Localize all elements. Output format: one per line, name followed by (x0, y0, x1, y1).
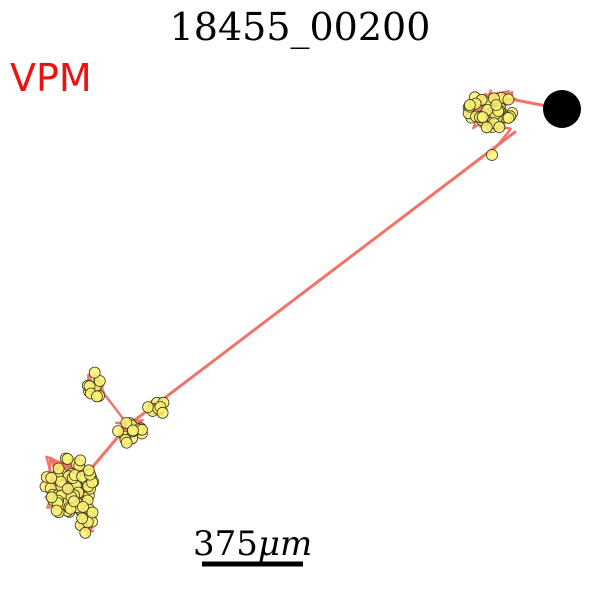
axon-segment (156, 130, 517, 405)
bouton (82, 464, 95, 477)
bouton (476, 111, 489, 123)
bouton (156, 406, 169, 419)
bouton (68, 495, 80, 508)
bouton (74, 454, 87, 467)
bouton (120, 416, 133, 429)
bouton (502, 112, 515, 124)
scale-bar-label: 375μm (193, 524, 312, 564)
bouton (463, 99, 476, 111)
bouton (142, 401, 155, 414)
bouton (45, 472, 58, 484)
bouton (86, 506, 99, 519)
bouton (120, 436, 133, 449)
bouton (62, 482, 74, 495)
bouton (127, 424, 139, 437)
bouton (493, 121, 506, 133)
bouton (486, 149, 498, 161)
bouton (91, 390, 103, 403)
bouton (502, 93, 515, 106)
scale-bar-unit: μm (257, 524, 313, 564)
bouton (88, 366, 101, 379)
axon-tree (42, 89, 564, 537)
bouton (480, 121, 493, 134)
figure-title: 18455_00200 (169, 5, 431, 49)
bouton (45, 491, 58, 504)
axon-segment (490, 128, 512, 154)
bouton (61, 453, 74, 465)
bouton (112, 425, 124, 438)
soma (543, 90, 581, 128)
bouton-cluster (39, 91, 518, 539)
scale-bar-value: 375 (193, 524, 258, 564)
region-label: VPM (10, 56, 92, 100)
bouton (76, 512, 88, 525)
bouton (490, 99, 503, 111)
bouton (52, 462, 65, 475)
bouton (79, 526, 92, 539)
bouton (50, 504, 63, 517)
